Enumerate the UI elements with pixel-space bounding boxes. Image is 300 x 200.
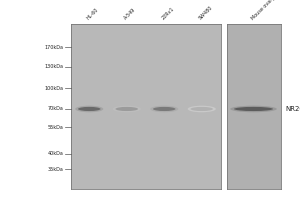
Bar: [70, 24, 220, 189]
Text: 70kDa: 70kDa: [48, 106, 64, 111]
Text: 100kDa: 100kDa: [45, 86, 64, 91]
Bar: [226, 24, 280, 189]
Ellipse shape: [113, 106, 141, 112]
Ellipse shape: [75, 106, 103, 112]
Text: 22Rv1: 22Rv1: [161, 6, 175, 21]
Ellipse shape: [188, 106, 216, 112]
Ellipse shape: [190, 107, 213, 111]
Ellipse shape: [78, 107, 100, 111]
Text: 130kDa: 130kDa: [45, 64, 64, 69]
Text: 170kDa: 170kDa: [45, 45, 64, 50]
Text: NR2C1: NR2C1: [285, 106, 300, 112]
Ellipse shape: [153, 107, 176, 111]
Text: 40kDa: 40kDa: [48, 151, 64, 156]
Text: 35kDa: 35kDa: [48, 167, 64, 172]
Text: A-549: A-549: [123, 7, 137, 21]
Text: 55kDa: 55kDa: [48, 125, 64, 130]
Text: Mouse ovary: Mouse ovary: [250, 0, 276, 21]
Text: HL-60: HL-60: [86, 7, 99, 21]
Ellipse shape: [230, 106, 277, 112]
Ellipse shape: [116, 107, 138, 111]
Text: SW480: SW480: [198, 5, 214, 21]
Ellipse shape: [234, 107, 273, 111]
Ellipse shape: [150, 106, 178, 112]
